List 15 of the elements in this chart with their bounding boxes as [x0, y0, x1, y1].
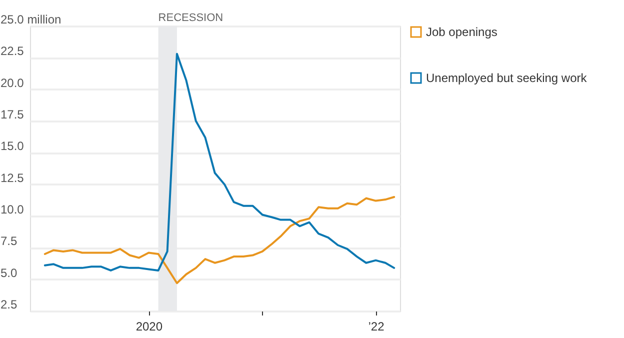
y-tick-label: 25.0 million	[0, 12, 62, 26]
y-tick-label: 2.5	[0, 298, 18, 312]
band-label: RECESSION	[158, 12, 224, 24]
x-tick-label: ’22	[368, 320, 385, 334]
legend-label: Unemployed but seeking work	[426, 71, 588, 85]
y-tick-label: 7.5	[0, 234, 18, 248]
y-tick-label: 5.0	[0, 266, 18, 280]
y-tick-label: 17.5	[0, 108, 24, 122]
y-tick-label: 22.5	[0, 44, 24, 58]
x-tick-label: 2020	[136, 320, 163, 334]
y-tick-label: 12.5	[0, 170, 24, 185]
legend-label: Job openings	[426, 25, 498, 39]
y-tick-label: 20.0	[0, 76, 24, 90]
y-tick-label: 10.0	[0, 202, 24, 216]
y-tick-label: 15.0	[0, 139, 24, 154]
